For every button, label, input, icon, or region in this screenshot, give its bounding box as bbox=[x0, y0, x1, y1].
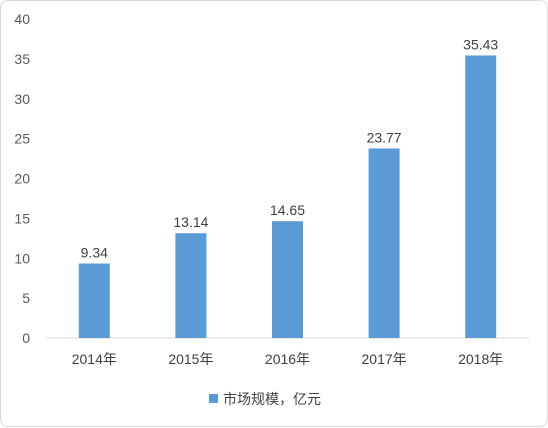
bar bbox=[175, 233, 207, 338]
bars-group bbox=[78, 55, 497, 339]
y-tick-label: 0 bbox=[22, 330, 30, 346]
data-label: 23.77 bbox=[367, 129, 402, 145]
x-tick-label: 2015年 bbox=[168, 351, 213, 367]
data-label: 14.65 bbox=[270, 202, 305, 218]
data-label: 13.14 bbox=[173, 214, 208, 230]
y-tick-label: 10 bbox=[14, 250, 30, 266]
data-labels-group: 9.34 13.14 14.65 23.77 35.43 bbox=[81, 36, 499, 260]
y-tick-label: 40 bbox=[14, 11, 30, 27]
legend-swatch bbox=[209, 394, 218, 403]
y-tick-label: 5 bbox=[22, 290, 30, 306]
y-tick-label: 25 bbox=[14, 131, 30, 147]
y-tick-label: 35 bbox=[14, 51, 30, 67]
y-axis-ticks: 0 5 10 15 20 25 30 35 40 bbox=[14, 11, 30, 346]
x-tick-label: 2016年 bbox=[265, 351, 310, 367]
legend-label: 市场规模，亿元 bbox=[223, 391, 321, 407]
legend: 市场规模，亿元 bbox=[209, 391, 321, 407]
data-label: 35.43 bbox=[463, 36, 498, 52]
y-tick-label: 15 bbox=[14, 210, 30, 226]
bar bbox=[78, 263, 110, 338]
bar bbox=[272, 221, 303, 338]
y-tick-label: 20 bbox=[14, 171, 30, 187]
y-tick-label: 30 bbox=[14, 91, 30, 107]
x-tick-label: 2018年 bbox=[458, 351, 503, 367]
x-tick-label: 2014年 bbox=[72, 351, 117, 367]
bar bbox=[368, 148, 400, 338]
bar bbox=[465, 55, 497, 339]
x-tick-label: 2017年 bbox=[362, 351, 407, 367]
x-axis-ticks: 2014年 2015年 2016年 2017年 2018年 bbox=[72, 351, 504, 367]
data-label: 9.34 bbox=[81, 245, 108, 261]
